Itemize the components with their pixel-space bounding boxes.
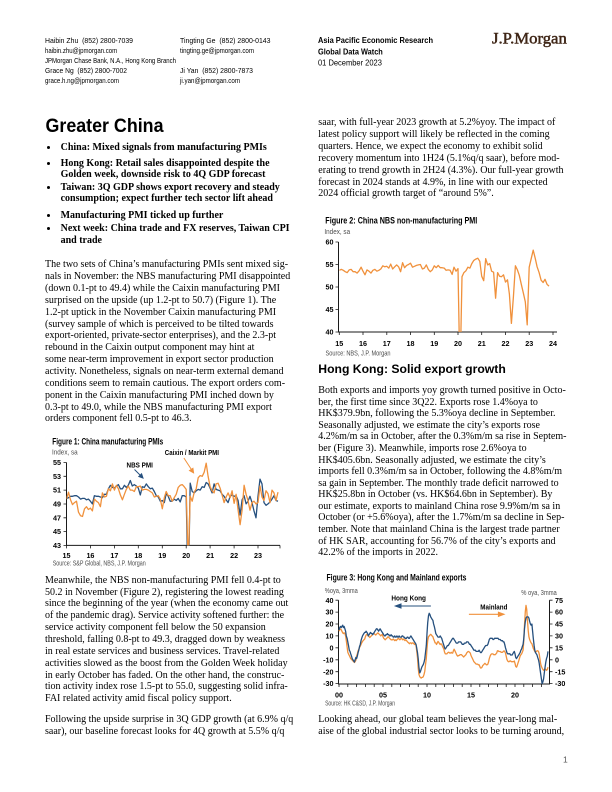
svg-text:20: 20 [182,551,190,560]
svg-text:-15: -15 [555,667,565,676]
svg-text:Global Data Watch: Global Data Watch [318,46,383,56]
svg-text:1: 1 [563,755,568,765]
svg-text:Haibin Zhu (852) 2800-7039: Haibin Zhu (852) 2800-7039 [45,36,133,45]
svg-text:45: 45 [326,305,334,314]
svg-text:Mainland: Mainland [480,602,508,611]
svg-text:17: 17 [110,551,118,560]
svg-text:Figure 1: China manufacturing: Figure 1: China manufacturing PMIs [52,437,163,447]
svg-text:-30: -30 [323,679,333,688]
svg-text:22: 22 [501,339,509,348]
svg-text:49: 49 [53,500,61,509]
svg-text:23: 23 [254,551,262,560]
svg-text:55: 55 [53,458,61,467]
svg-text:Figure 3: Hong Kong and Mainla: Figure 3: Hong Kong and Mainland exports [327,572,467,582]
svg-text:30: 30 [555,632,563,641]
svg-text:-10: -10 [323,655,333,664]
svg-text:20: 20 [454,339,462,348]
svg-text:18: 18 [407,339,415,348]
svg-text:16: 16 [359,339,367,348]
svg-text:40: 40 [326,596,334,605]
svg-text:0: 0 [555,655,559,664]
svg-text:Grace Ng (852) 2800-7002: Grace Ng (852) 2800-7002 [45,66,127,75]
svg-text:55: 55 [326,260,334,269]
svg-text:Figure 2: China NBS non-manufa: Figure 2: China NBS non-manufacturing PM… [325,215,477,225]
svg-text:Source: NBS, J.P. Morgan: Source: NBS, J.P. Morgan [326,349,391,358]
svg-text:15: 15 [555,643,563,652]
svg-text:60: 60 [326,238,334,247]
svg-text:10: 10 [326,632,334,641]
svg-text:Source: HK C&SD, J.P. Morgan: Source: HK C&SD, J.P. Morgan [325,698,395,707]
svg-text:15: 15 [467,690,475,699]
svg-text:50: 50 [326,283,334,292]
svg-text:05: 05 [379,690,387,699]
svg-text:Hong Kong: Hong Kong [391,594,426,603]
svg-text:75: 75 [555,596,563,605]
svg-text:40: 40 [326,328,334,337]
svg-text:17: 17 [383,339,391,348]
svg-text:24: 24 [549,339,557,348]
svg-text:Asia Pacific Economic Research: Asia Pacific Economic Research [318,35,433,45]
svg-text:-30: -30 [555,679,565,688]
svg-text:53: 53 [53,472,61,481]
svg-text:47: 47 [53,513,61,522]
svg-text:20: 20 [511,690,519,699]
svg-text:21: 21 [206,551,214,560]
svg-text:J.P.Morgan: J.P.Morgan [492,31,567,48]
svg-text:Ji Yan (852) 2800-7873: Ji Yan (852) 2800-7873 [180,66,253,75]
svg-text:Source: S&P Global, NBS, J.P.: Source: S&P Global, NBS, J.P. Morgan [53,559,146,568]
svg-text:51: 51 [53,486,61,495]
svg-text:10: 10 [423,690,431,699]
svg-text:19: 19 [430,339,438,348]
svg-text:30: 30 [326,608,334,617]
svg-text:15: 15 [63,551,71,560]
svg-text:22: 22 [230,551,238,560]
svg-text:% oya, 3mma: % oya, 3mma [521,588,557,597]
svg-text:16: 16 [86,551,94,560]
svg-text:00: 00 [335,690,343,699]
svg-text:20: 20 [326,620,334,629]
svg-text:Index, sa: Index, sa [52,448,78,457]
svg-text:NBS PMI: NBS PMI [127,460,153,469]
svg-text:JPMorgan Chase Bank, N.A., Hon: JPMorgan Chase Bank, N.A., Hong Kong Bra… [45,56,176,65]
svg-text:tingting.ge@jpmorgan.com: tingting.ge@jpmorgan.com [180,46,254,55]
svg-text:ji.yan@jpmorgan.com: ji.yan@jpmorgan.com [179,76,240,85]
svg-text:45: 45 [53,527,61,536]
svg-text:-20: -20 [323,667,333,676]
svg-text:haibin.zhu@jpmorgan.com: haibin.zhu@jpmorgan.com [45,46,117,55]
svg-text:18: 18 [134,551,142,560]
svg-text:grace.h.ng@jpmorgan.com: grace.h.ng@jpmorgan.com [45,76,119,85]
svg-text:15: 15 [335,339,343,348]
svg-text:Hong Kong: Solid export growth: Hong Kong: Solid export growth [318,362,506,376]
svg-text:43: 43 [53,541,61,550]
svg-text:23: 23 [525,339,533,348]
svg-text:19: 19 [158,551,166,560]
svg-text:Caixin / Markit PMI: Caixin / Markit PMI [165,448,219,457]
svg-text:Tingting Ge (852) 2800-0143: Tingting Ge (852) 2800-0143 [180,36,271,45]
svg-text:01 December 2023: 01 December 2023 [318,57,382,67]
svg-text:45: 45 [555,620,563,629]
svg-text:%oya, 3mma: %oya, 3mma [325,586,359,595]
svg-text:Index, sa: Index, sa [324,227,350,236]
svg-text:21: 21 [478,339,486,348]
svg-text:0: 0 [330,643,334,652]
svg-text:Greater China: Greater China [46,115,164,137]
svg-text:60: 60 [555,608,563,617]
